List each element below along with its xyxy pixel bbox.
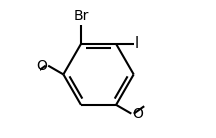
Text: Br: Br	[73, 9, 89, 23]
Text: O: O	[36, 59, 47, 73]
Text: O: O	[133, 107, 144, 121]
Text: I: I	[135, 36, 139, 51]
